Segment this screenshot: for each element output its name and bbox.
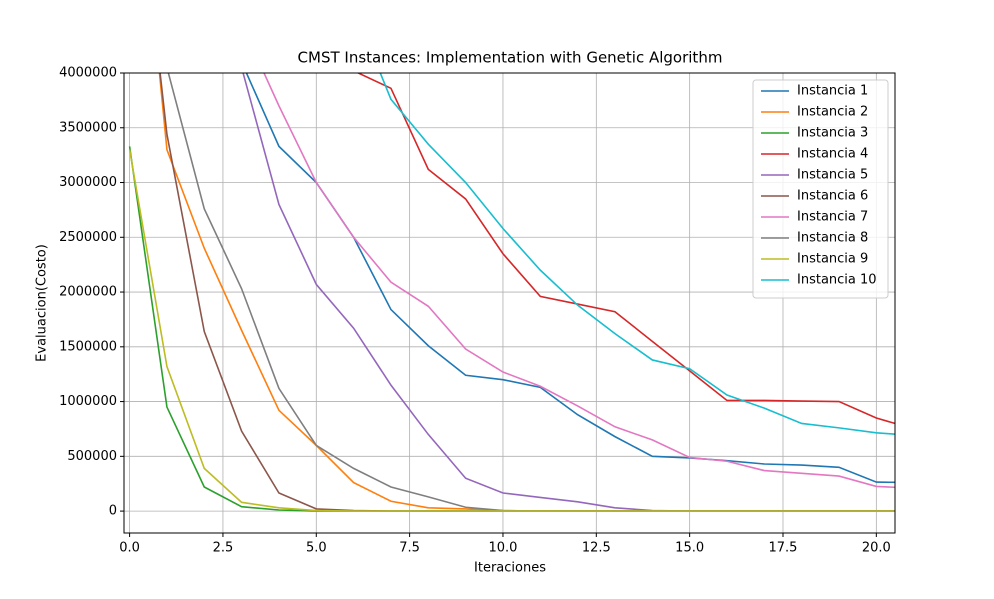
- y-tick-label: 3500000: [59, 120, 117, 135]
- legend-label: Instancia 5: [797, 168, 868, 183]
- x-tick-label: 12.5: [582, 541, 611, 556]
- legend-frame: [752, 79, 889, 299]
- y-tick-label: 4000000: [59, 66, 117, 81]
- y-tick-label: 2500000: [59, 230, 117, 245]
- series-line: [263, 73, 895, 489]
- y-tick-label: 1000000: [59, 394, 117, 409]
- legend-label: Instancia 10: [797, 273, 877, 288]
- x-tick-label: 5.0: [306, 541, 327, 556]
- series-line: [379, 73, 895, 435]
- legend-label: Instancia 4: [797, 147, 868, 162]
- legend-label: Instancia 8: [797, 231, 868, 246]
- legend-label: Instancia 7: [797, 210, 868, 225]
- x-tick-label: 7.5: [399, 541, 420, 556]
- chart-title: CMST Instances: Implementation with Gene…: [298, 49, 723, 67]
- x-tick-label: 2.5: [213, 541, 234, 556]
- series-line: [356, 73, 895, 425]
- x-tick-label: 10.0: [488, 541, 517, 556]
- y-tick-label: 500000: [67, 449, 117, 464]
- x-tick-label: 0.0: [119, 541, 140, 556]
- legend-label: Instancia 1: [797, 84, 868, 99]
- y-tick-label: 3000000: [59, 175, 117, 190]
- plot-frame: [123, 72, 896, 534]
- legend-label: Instancia 2: [797, 105, 868, 120]
- legend-label: Instancia 9: [797, 252, 868, 267]
- legend-label: Instancia 6: [797, 189, 868, 204]
- series-line: [128, 149, 895, 512]
- y-tick-label: 1500000: [59, 339, 117, 354]
- legend-label: Instancia 3: [797, 126, 868, 141]
- x-tick-label: 15.0: [675, 541, 704, 556]
- y-axis-label: Evaluacion(Costo): [35, 244, 50, 362]
- x-axis-label: Iteraciones: [474, 561, 546, 576]
- x-tick-label: 20.0: [862, 541, 891, 556]
- y-tick-label: 2000000: [59, 285, 117, 300]
- x-tick-label: 17.5: [769, 541, 798, 556]
- y-tick-label: 0: [109, 504, 117, 519]
- series-line: [245, 73, 895, 484]
